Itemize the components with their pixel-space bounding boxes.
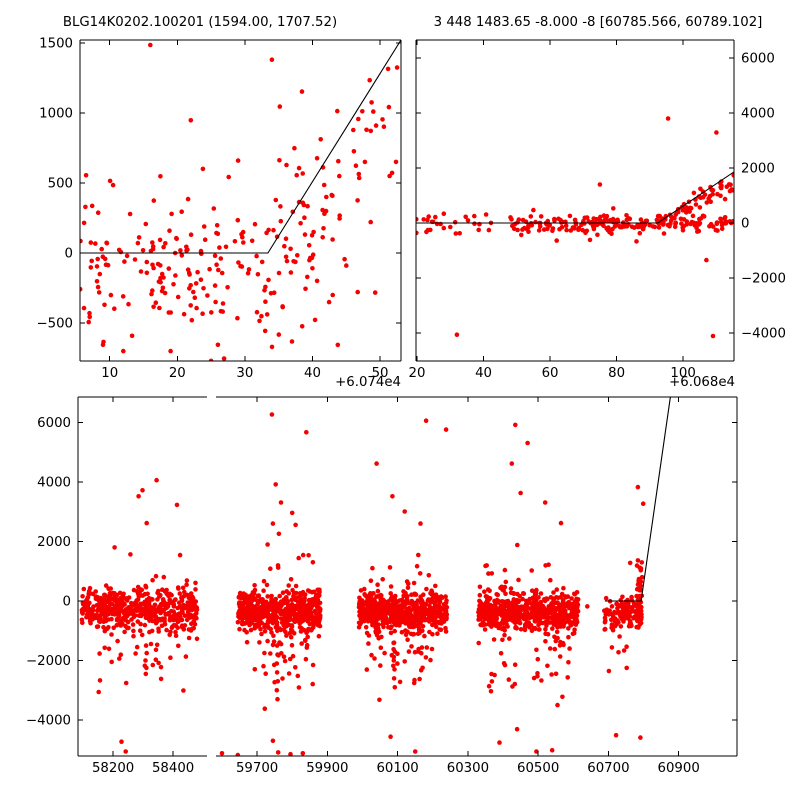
x-tick-label: 10 xyxy=(101,366,118,381)
x-tick-label: 60100 xyxy=(376,761,418,776)
x-tick-label: 60700 xyxy=(587,761,629,776)
y-tick-label: 6000 xyxy=(37,416,71,431)
x-tick-label: 40 xyxy=(475,366,492,381)
y-tick-label: −4000 xyxy=(741,327,786,342)
y-tick-label: −500 xyxy=(36,317,73,332)
axes-top-left: 10 20 30 40 50 1500 1000 500 0 −500 xyxy=(36,36,402,381)
model-line xyxy=(80,40,401,254)
y-tick-label: 1000 xyxy=(39,106,73,121)
x-tick-label: 80 xyxy=(608,366,625,381)
x-tick-label: 40 xyxy=(304,366,321,381)
y-tick-label: −4000 xyxy=(26,714,71,729)
plot-title-top-left: BLG14K0202.100201 (1594.00, 1707.52) xyxy=(62,15,338,30)
model-line xyxy=(416,171,734,224)
model-line xyxy=(604,397,671,602)
x-tick-label: 60900 xyxy=(658,761,700,776)
plot-title-top-right: 3 448 1483.65 -8.000 -8 [60785.566, 6078… xyxy=(433,15,763,30)
x-axis-offset-label-top-left: +6.074e4 xyxy=(335,375,401,390)
y-tick-label: 1500 xyxy=(39,36,73,51)
y-tick-label: 2000 xyxy=(37,535,71,550)
axes-spines-and-ticks xyxy=(79,39,402,362)
x-tick-label: 100 xyxy=(670,366,695,381)
x-tick-label: 59700 xyxy=(236,761,278,776)
axes-spines-and-ticks xyxy=(415,39,735,362)
x-axis-offset-label-top-right: +6.068e4 xyxy=(669,375,735,390)
x-tick-label: 30 xyxy=(236,366,253,381)
scatter-points xyxy=(416,116,734,339)
x-tick-label: 60500 xyxy=(517,761,559,776)
x-tick-label: 60 xyxy=(542,366,559,381)
x-tick-label: 59900 xyxy=(306,761,348,776)
x-tick-label: 60300 xyxy=(447,761,489,776)
x-tick-label: 20 xyxy=(169,366,186,381)
y-tick-label: −2000 xyxy=(741,272,786,287)
axes-spines-and-ticks xyxy=(77,396,738,757)
y-tick-label: 4000 xyxy=(37,475,71,490)
axes-bottom: 58200 58400 59700 59900 60100 60300 60500 60700… xyxy=(26,396,738,776)
y-tick-label: 2000 xyxy=(741,162,775,177)
y-tick-label: 0 xyxy=(741,217,749,232)
axes-top-right: 20 40 60 80 100 6000 4000 2000 0 −2000 −4000 xyxy=(409,39,786,381)
y-tick-label: 0 xyxy=(65,247,73,262)
x-tick-label: 58400 xyxy=(152,761,194,776)
y-tick-label: 0 xyxy=(63,594,71,609)
y-tick-label: 500 xyxy=(48,176,73,191)
y-tick-label: 6000 xyxy=(741,52,775,67)
scatter-points xyxy=(80,42,400,361)
x-tick-label: 20 xyxy=(409,366,426,381)
scatter-points xyxy=(79,412,646,756)
x-tick-label: 50 xyxy=(372,366,389,381)
x-tick-label: 58200 xyxy=(92,761,134,776)
y-tick-label: −2000 xyxy=(26,654,71,669)
y-tick-label: 4000 xyxy=(741,107,775,122)
